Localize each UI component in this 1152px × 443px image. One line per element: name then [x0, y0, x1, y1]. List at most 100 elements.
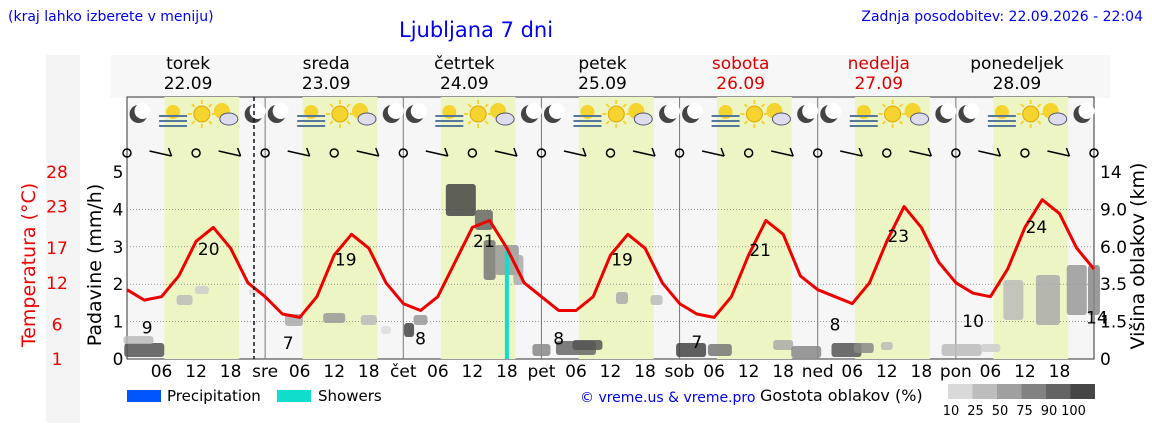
wind-barb-icon — [218, 147, 242, 157]
day-name: ponedeljek — [970, 54, 1064, 74]
cloud-patch — [941, 344, 982, 356]
cloud-shape — [495, 112, 515, 126]
sun-ray — [1020, 103, 1025, 108]
moon-cut — [825, 103, 842, 119]
temperature-label: 21 — [749, 241, 771, 261]
cloud-patch — [176, 295, 193, 305]
wind-calm-icon — [812, 148, 823, 158]
moon-icon — [520, 103, 542, 123]
wind-barb-icon — [356, 147, 380, 157]
sun-ray — [622, 120, 627, 125]
daytime-band — [716, 97, 792, 359]
cloud-density-label: Gostota oblakov (%) — [760, 386, 923, 405]
day-date: 24.09 — [440, 74, 489, 94]
hour-tick: 12 — [462, 362, 484, 382]
temperature-label: 9 — [142, 319, 153, 339]
hour-tick: 06 — [427, 362, 449, 382]
hour-tick: 18 — [220, 362, 242, 382]
hour-tick: 12 — [876, 362, 898, 382]
sun-cloud-icon — [490, 103, 515, 126]
header-band — [110, 55, 1110, 98]
moon-icon — [935, 103, 957, 123]
sun-ray — [346, 120, 351, 125]
moon-icon — [405, 103, 427, 123]
credit-link[interactable]: © vreme.us & vreme.pro — [580, 390, 755, 406]
temperature-tick: 12 — [46, 274, 68, 294]
sun-disc — [469, 105, 487, 123]
moon-icon — [682, 103, 704, 123]
sun-ray — [484, 120, 489, 125]
wind-barb-icon — [909, 147, 933, 157]
wind-shaft — [218, 150, 241, 157]
wind-calm-icon — [1089, 148, 1099, 158]
temperature-axis-title: Temperatura (°C) — [18, 183, 40, 348]
wind-calm-icon — [260, 148, 270, 158]
wind-barb-icon — [563, 147, 587, 157]
day-name: sobota — [712, 54, 770, 74]
sun-disc — [1022, 105, 1040, 123]
sun-disc — [745, 105, 763, 123]
wind-calm-icon — [951, 148, 961, 158]
temperature-tick: 6 — [52, 315, 63, 335]
cloud-patch — [707, 344, 732, 356]
precipitation-tick: 0 — [113, 350, 124, 370]
day-name: petek — [578, 54, 626, 74]
wind-shaft — [771, 150, 794, 157]
hour-tick: 06 — [703, 362, 725, 382]
sun-disc — [331, 105, 349, 123]
wind-shaft — [149, 150, 172, 157]
day-name: sreda — [303, 54, 350, 74]
wind-shaft — [909, 150, 932, 157]
sun-ray — [329, 103, 334, 108]
temperature-line — [126, 198, 1096, 319]
temperature-tick: 17 — [46, 239, 68, 259]
wind-feather — [167, 147, 173, 157]
scale-label: 90 — [1041, 404, 1058, 419]
sun-ray — [605, 103, 610, 108]
weather-icons-row — [129, 100, 1095, 128]
hour-tick: 06 — [565, 362, 587, 382]
precip-axis-title: Padavine (mm/h) — [84, 184, 106, 347]
moon-cut — [940, 103, 957, 119]
wind-shaft — [1047, 150, 1070, 157]
moon-icon — [267, 103, 289, 123]
fog-icon — [435, 105, 464, 127]
cloud-patch — [1003, 280, 1024, 320]
temperature-label: 8 — [553, 330, 564, 350]
sun-ray — [760, 120, 766, 125]
temperature-label: 8 — [415, 330, 426, 350]
temperature-ticks: 28 23 17 12 6 1 — [46, 163, 68, 370]
wind-feather — [305, 147, 311, 157]
cloud-patch — [124, 343, 165, 357]
sun-disc — [607, 105, 625, 123]
wind-feather — [582, 147, 587, 157]
moon-icon — [382, 103, 404, 123]
wind-calm-icon — [605, 148, 616, 158]
sun-ray — [760, 103, 766, 108]
moon-icon — [659, 103, 681, 123]
sun-icon — [740, 100, 769, 128]
region-hint[interactable]: (kraj lahko izberete v meniju) — [8, 9, 214, 25]
cloud-patch — [980, 344, 1001, 352]
wind-row — [122, 147, 1099, 158]
showers-swatch — [277, 390, 311, 402]
sun-ray — [191, 103, 196, 108]
temperature-label: 19 — [335, 250, 357, 270]
day-name: torek — [166, 54, 210, 74]
wind-calm-icon — [398, 148, 409, 158]
daytime-band — [578, 97, 654, 359]
cloud-patch — [616, 292, 629, 304]
wind-feather — [789, 147, 794, 157]
sun-cloud-icon — [904, 103, 930, 126]
sun-ray — [743, 103, 749, 108]
sun-ray — [329, 120, 334, 125]
precipitation-tick: 2 — [113, 275, 124, 295]
wind-shaft — [978, 150, 1001, 157]
scale-swatch — [997, 384, 1022, 399]
wind-barb-icon — [771, 147, 794, 157]
cloud-height-axis-title: Višina oblakov (km) — [1127, 163, 1149, 350]
wind-feather — [720, 147, 725, 157]
wind-calm-icon — [536, 148, 547, 158]
